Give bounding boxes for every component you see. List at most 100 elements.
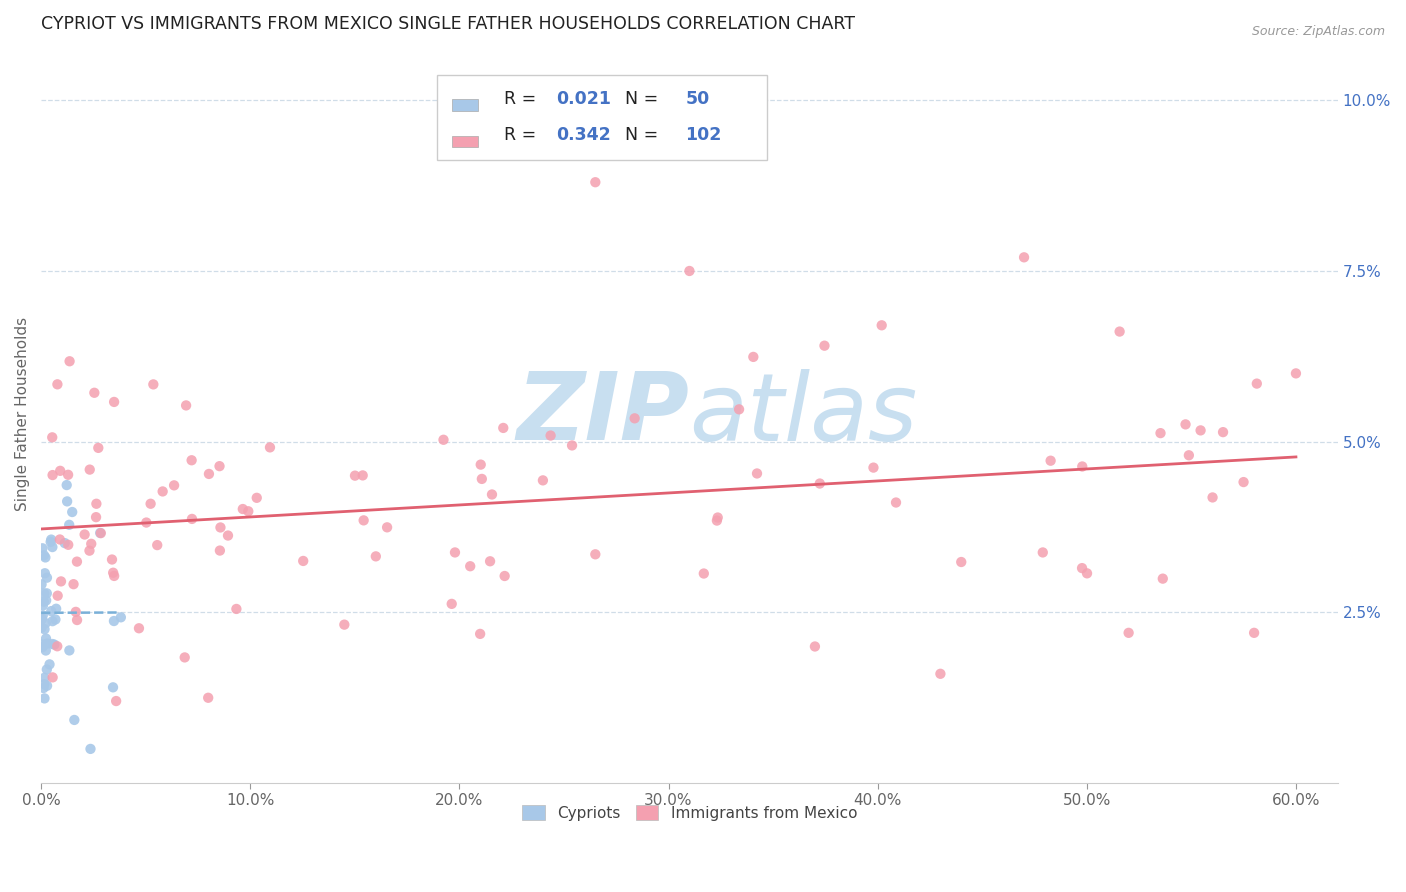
Point	[35, 586, 58, 600]
Point	[470, 458, 492, 472]
Point	[181, 512, 204, 526]
Point	[352, 468, 374, 483]
Point	[80, 537, 103, 551]
Text: R =: R =	[503, 90, 541, 108]
Text: 102: 102	[686, 127, 721, 145]
Point	[292, 554, 315, 568]
Point	[49, 464, 72, 478]
Point	[745, 467, 768, 481]
Point	[83, 385, 105, 400]
Point	[31, 620, 53, 634]
FancyBboxPatch shape	[437, 75, 768, 160]
Point	[105, 694, 128, 708]
Point	[41, 670, 63, 684]
Point	[49, 574, 72, 589]
Text: 50: 50	[686, 90, 710, 108]
Point	[706, 510, 728, 524]
Point	[49, 533, 72, 547]
Point	[440, 597, 463, 611]
Point	[34, 566, 56, 581]
Text: ZIP: ZIP	[516, 368, 689, 460]
Point	[87, 441, 110, 455]
Text: N =: N =	[614, 90, 664, 108]
Point	[31, 577, 53, 591]
Point	[31, 637, 53, 651]
Point	[728, 402, 751, 417]
Point	[142, 377, 165, 392]
Point	[1178, 448, 1201, 462]
Point	[37, 637, 59, 651]
Point	[333, 617, 356, 632]
Point	[32, 548, 55, 562]
Point	[31, 608, 53, 623]
Point	[65, 605, 87, 619]
Point	[79, 742, 101, 756]
Point	[217, 528, 239, 542]
Point	[531, 474, 554, 488]
FancyBboxPatch shape	[453, 99, 478, 111]
Point	[46, 640, 69, 654]
Point	[1212, 425, 1234, 439]
Point	[1076, 566, 1098, 581]
Point	[238, 504, 260, 518]
Point	[152, 484, 174, 499]
Point	[259, 441, 281, 455]
Point	[1246, 376, 1268, 391]
Point	[30, 612, 52, 626]
Point	[39, 533, 62, 547]
Point	[79, 462, 101, 476]
Point	[90, 526, 112, 541]
Point	[41, 540, 63, 554]
Point	[1285, 367, 1308, 381]
Point	[1189, 424, 1212, 438]
Point	[45, 601, 67, 615]
Point	[128, 621, 150, 635]
Point	[89, 525, 111, 540]
Point	[34, 622, 56, 636]
Point	[46, 589, 69, 603]
Point	[32, 677, 55, 691]
Point	[101, 566, 124, 580]
Point	[458, 559, 481, 574]
Point	[706, 514, 728, 528]
Point	[1032, 545, 1054, 559]
Text: R =: R =	[503, 127, 541, 145]
Point	[540, 428, 562, 442]
Point	[44, 638, 66, 652]
Point	[32, 599, 55, 613]
Point	[1071, 561, 1094, 575]
Point	[1201, 491, 1223, 505]
Point	[41, 430, 63, 444]
Point	[742, 350, 765, 364]
Point	[62, 577, 84, 591]
Point	[41, 614, 63, 628]
Point	[103, 614, 125, 628]
Point	[232, 502, 254, 516]
Point	[813, 339, 835, 353]
Point	[58, 643, 80, 657]
Point	[343, 468, 366, 483]
Point	[1118, 625, 1140, 640]
Y-axis label: Single Father Households: Single Father Households	[15, 318, 30, 511]
Point	[58, 354, 80, 368]
Point	[46, 377, 69, 392]
Point	[471, 472, 494, 486]
Legend: Cypriots, Immigrants from Mexico: Cypriots, Immigrants from Mexico	[516, 799, 863, 827]
Point	[41, 468, 63, 483]
Point	[1149, 426, 1171, 441]
Point	[60, 505, 83, 519]
Point	[32, 586, 55, 600]
Point	[862, 460, 884, 475]
Point	[53, 536, 76, 550]
Point	[197, 690, 219, 705]
Point	[870, 318, 893, 333]
Point	[31, 640, 53, 654]
Point	[31, 541, 53, 556]
Point	[364, 549, 387, 564]
Point	[693, 566, 716, 581]
Point	[929, 666, 952, 681]
Point	[34, 616, 56, 631]
Point	[1012, 250, 1035, 264]
Point	[55, 478, 77, 492]
Point	[63, 713, 86, 727]
